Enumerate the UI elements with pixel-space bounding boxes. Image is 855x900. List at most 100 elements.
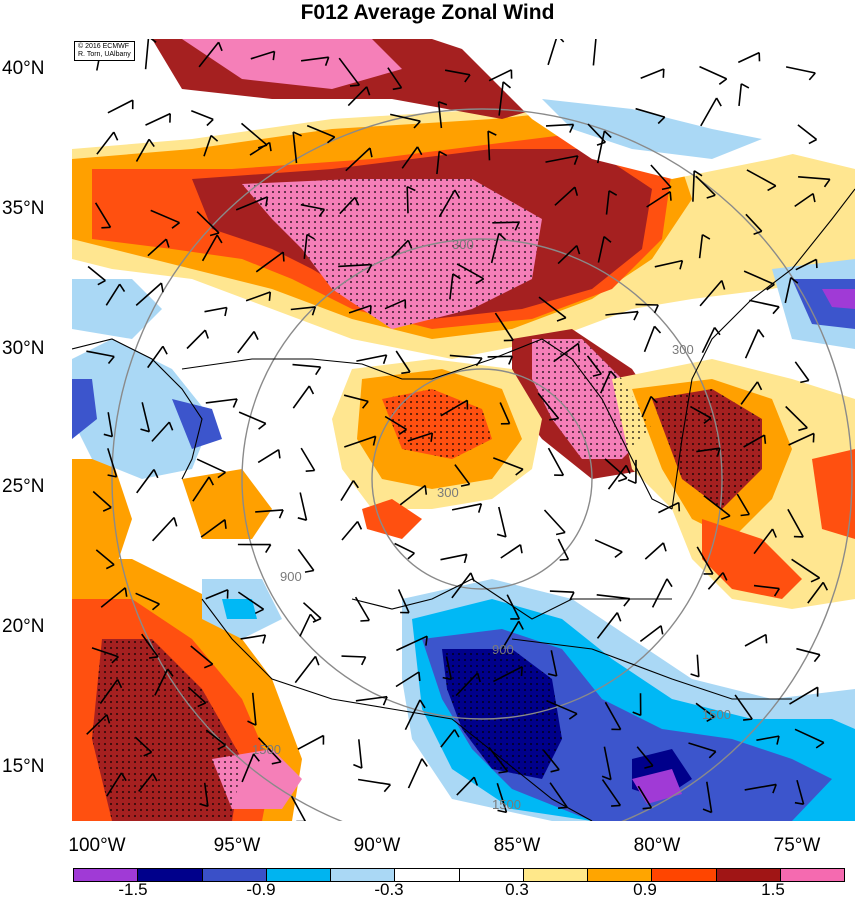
wind-barb xyxy=(198,41,223,68)
wind-barb xyxy=(91,647,119,664)
wind-barb xyxy=(338,57,361,87)
wind-barb xyxy=(355,695,388,706)
wind-barb xyxy=(695,702,715,722)
wind-barb xyxy=(348,304,372,315)
wind-barb xyxy=(100,587,128,608)
wind-barb xyxy=(794,361,810,384)
wind-barb xyxy=(92,490,112,512)
wind-barb xyxy=(596,594,631,607)
colorbar-label: 1.5 xyxy=(761,880,785,899)
colorbar xyxy=(73,868,845,882)
wind-barb xyxy=(152,516,178,542)
wind-barb xyxy=(145,112,171,126)
wind-barb xyxy=(637,785,653,810)
wind-barb xyxy=(297,492,308,521)
wind-barb xyxy=(99,679,123,704)
colorbar-segment xyxy=(202,869,267,881)
wind-barb xyxy=(456,263,485,285)
wind-barb xyxy=(794,728,825,749)
wind-barb xyxy=(744,633,768,647)
wind-barb xyxy=(107,99,134,114)
colorbar-label: 0.9 xyxy=(633,880,657,899)
wind-barb xyxy=(341,520,363,541)
wind-barb xyxy=(241,753,260,783)
wind-barb xyxy=(787,508,804,538)
wind-barb xyxy=(795,258,818,271)
wind-barb xyxy=(345,147,373,172)
wind-barb xyxy=(701,327,721,354)
wind-barb xyxy=(353,739,363,769)
wind-barb xyxy=(734,694,753,721)
wind-barb xyxy=(407,432,434,442)
wind-barb xyxy=(190,645,214,669)
wind-barb xyxy=(488,747,509,774)
wind-barb xyxy=(538,296,567,322)
wind-barb xyxy=(106,772,127,797)
range-rings xyxy=(111,108,853,821)
wind-barb xyxy=(700,97,722,127)
wind-barb xyxy=(601,779,622,807)
wind-barb xyxy=(545,155,579,165)
wind-barb xyxy=(636,746,654,769)
wind-barb xyxy=(807,581,829,604)
map-panel: 300 300 900 900 1500 1500 300 1500 xyxy=(72,39,855,821)
wind-barb xyxy=(255,509,284,519)
wind-barb xyxy=(292,363,322,376)
wind-barb xyxy=(743,270,775,291)
wind-barb xyxy=(702,781,713,814)
wind-barb xyxy=(586,355,602,377)
wind-barb xyxy=(205,398,238,408)
wind-barb xyxy=(105,283,126,306)
coastlines xyxy=(72,188,855,821)
wind-barb xyxy=(454,464,471,487)
credit-line-1: © 2016 ECMWF xyxy=(78,43,130,50)
wind-barb xyxy=(96,131,119,155)
wind-barb xyxy=(440,553,468,564)
wind-barb xyxy=(604,701,622,731)
wind-barb xyxy=(557,538,570,561)
wind-barb xyxy=(553,342,581,363)
range-ring-label: 300 xyxy=(452,237,474,252)
wind-barb xyxy=(384,299,407,310)
colorbar-segment xyxy=(716,869,781,881)
range-ring-label: 1500 xyxy=(252,742,281,757)
wind-barb xyxy=(436,150,448,175)
wind-barb xyxy=(493,665,523,683)
lon-label-100w: 100°W xyxy=(68,835,126,856)
wind-barb xyxy=(604,458,628,483)
wind-barb xyxy=(796,647,821,663)
wind-barb xyxy=(557,245,581,265)
wind-barb xyxy=(397,589,410,614)
colorbar-segment xyxy=(459,869,524,881)
wind-barb xyxy=(546,699,578,720)
wind-barb xyxy=(103,412,114,438)
wind-barb xyxy=(297,548,315,573)
wind-barb xyxy=(554,186,579,206)
wind-barb xyxy=(592,39,597,66)
colorbar-label: -0.3 xyxy=(374,880,404,899)
wind-barb xyxy=(737,51,761,64)
wind-barb xyxy=(237,591,265,615)
wind-barb xyxy=(343,394,369,409)
wind-barb xyxy=(597,235,612,263)
wind-barb xyxy=(300,447,316,472)
credit-line-2: R. Torn, UAlbany xyxy=(78,51,131,58)
wind-barb xyxy=(594,539,623,559)
wind-barb xyxy=(646,191,672,208)
wind-barb xyxy=(86,714,111,735)
wind-barb xyxy=(707,572,728,590)
wind-barb xyxy=(549,782,568,809)
wind-barb xyxy=(200,519,227,538)
lat-label-25n: 25°N xyxy=(2,476,45,497)
wind-barb xyxy=(688,742,717,759)
wind-barb xyxy=(396,635,428,652)
wind-barb xyxy=(300,203,326,217)
wind-barb xyxy=(785,66,816,81)
colorbar-segment xyxy=(74,869,139,881)
wind-barb xyxy=(154,668,174,696)
wind-barb xyxy=(740,381,763,405)
lat-label-30n: 30°N xyxy=(2,338,45,359)
wind-barb xyxy=(235,196,269,211)
wind-barb xyxy=(136,469,159,494)
wind-barbs xyxy=(86,39,831,821)
